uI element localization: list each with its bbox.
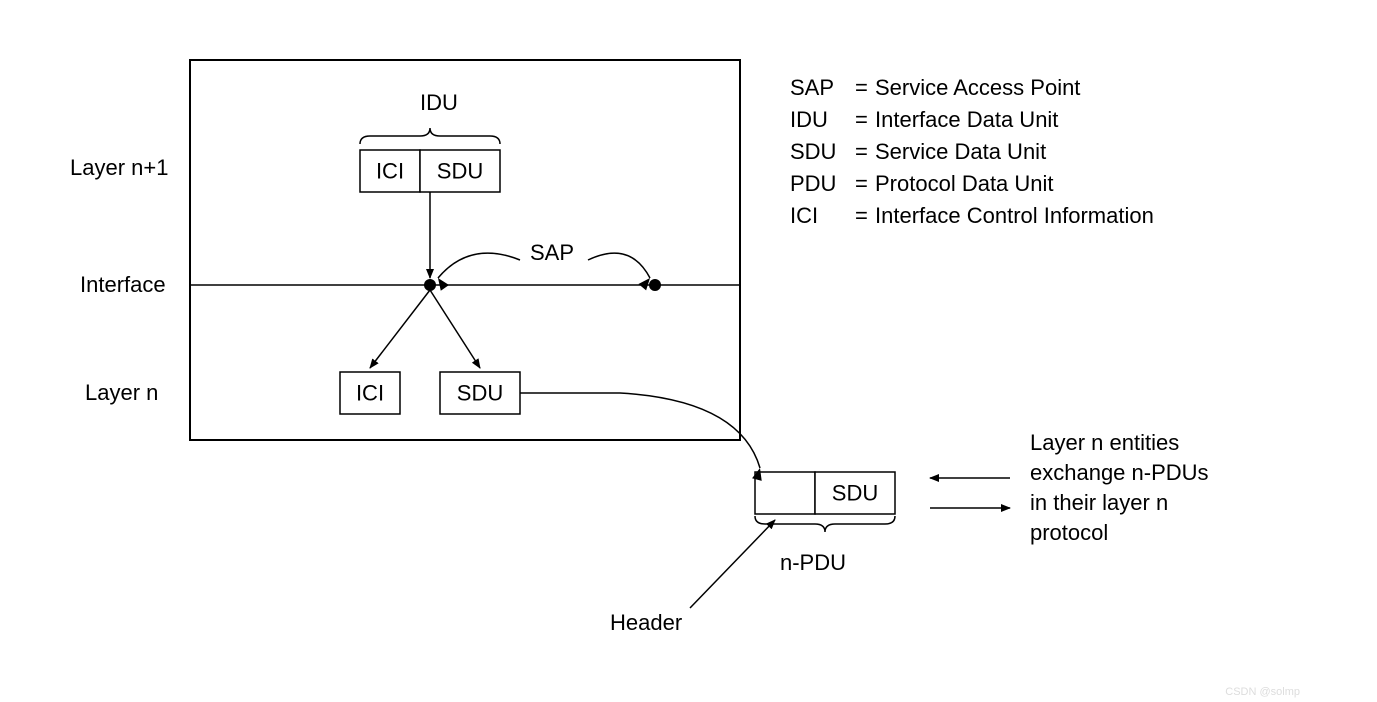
layer-np1-label: Layer n+1 xyxy=(70,155,168,180)
interface-label: Interface xyxy=(80,272,166,297)
npdu-brace xyxy=(755,516,895,532)
sdu1-label: SDU xyxy=(437,159,483,184)
legend-term-1: IDU xyxy=(790,107,828,132)
layer-n-label: Layer n xyxy=(85,380,158,405)
sdu2-label: SDU xyxy=(457,381,503,406)
side-text-line-0: Layer n entities xyxy=(1030,430,1179,455)
idu-label: IDU xyxy=(420,90,458,115)
header-label: Header xyxy=(610,610,682,635)
legend-def-3: Protocol Data Unit xyxy=(875,171,1054,196)
sdu2_to_pdu xyxy=(520,393,760,468)
diagram-canvas: Layer n+1 Interface Layer n IDU SAP ICI SDU ICI… xyxy=(0,0,1377,702)
pdu_hdr-box xyxy=(755,472,815,514)
legend-def-0: Service Access Point xyxy=(875,75,1080,100)
sap-dot-0 xyxy=(424,279,436,291)
legend-def-4: Interface Control Information xyxy=(875,203,1154,228)
legend-eq-3: = xyxy=(855,171,868,196)
legend-term-0: SAP xyxy=(790,75,834,100)
legend-eq-0: = xyxy=(855,75,868,100)
sap_curve_r xyxy=(588,253,650,278)
side-text-line-3: protocol xyxy=(1030,520,1108,545)
arrowhead xyxy=(752,468,762,481)
sap-label: SAP xyxy=(530,240,574,265)
watermark: CSDN @solmp xyxy=(1225,686,1300,698)
legend-eq-1: = xyxy=(855,107,868,132)
legend-def-2: Service Data Unit xyxy=(875,139,1046,164)
legend-term-3: PDU xyxy=(790,171,836,196)
legend-eq-4: = xyxy=(855,203,868,228)
arrowhead xyxy=(638,278,650,290)
to_ici2 xyxy=(370,290,430,368)
legend-term-4: ICI xyxy=(790,203,818,228)
npdu-label: n-PDU xyxy=(780,550,846,575)
side-text-line-2: in their layer n xyxy=(1030,490,1168,515)
sap_curve_l xyxy=(438,253,520,278)
arrowhead xyxy=(438,278,449,291)
legend-term-2: SDU xyxy=(790,139,836,164)
ici1-label: ICI xyxy=(376,159,404,184)
idu-brace xyxy=(360,128,500,144)
pdu_sdu-label: SDU xyxy=(832,481,878,506)
side-text-line-1: exchange n-PDUs xyxy=(1030,460,1209,485)
legend-eq-2: = xyxy=(855,139,868,164)
legend-def-1: Interface Data Unit xyxy=(875,107,1058,132)
to_sdu2 xyxy=(430,290,480,368)
header_to_pdu xyxy=(690,520,775,608)
sap-dot-1 xyxy=(649,279,661,291)
ici2-label: ICI xyxy=(356,381,384,406)
